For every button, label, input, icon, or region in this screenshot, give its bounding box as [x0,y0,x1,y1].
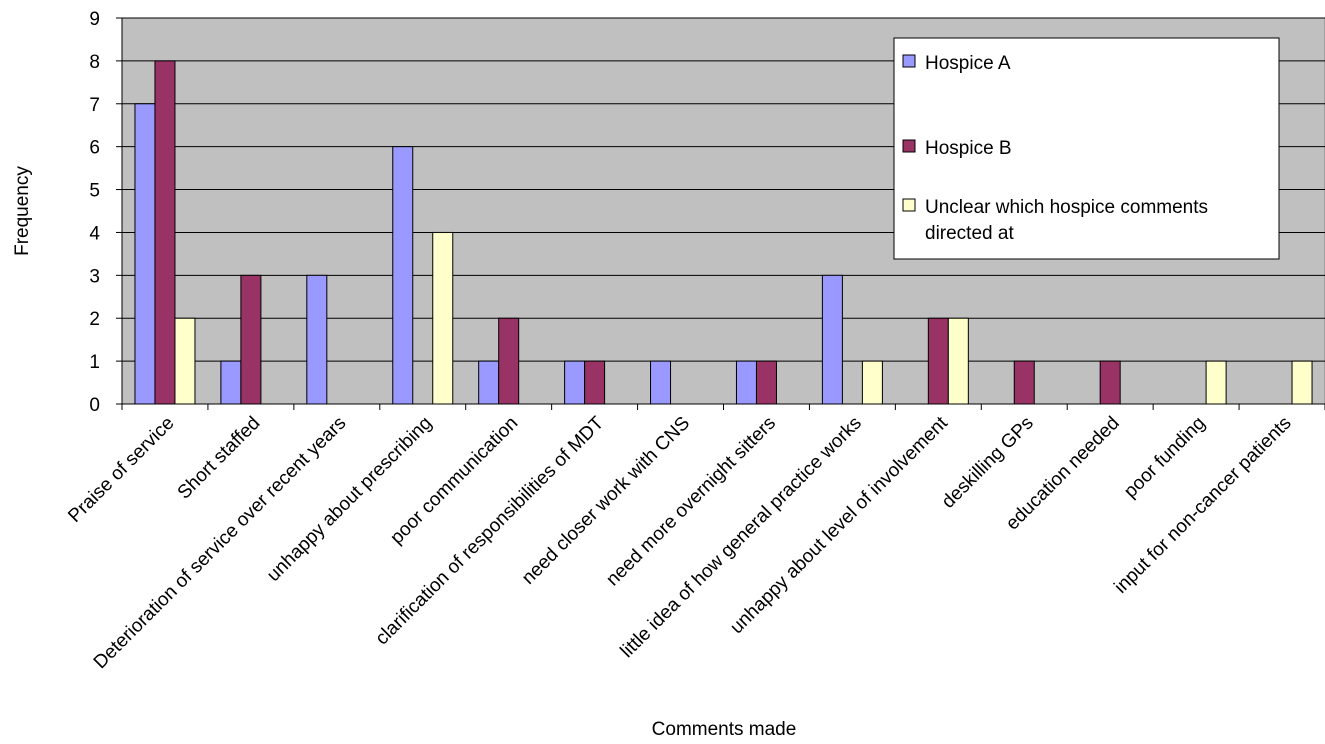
y-tick-label: 5 [89,181,100,202]
bar [861,360,883,405]
bar [947,317,969,405]
y-tick-label: 9 [89,9,100,30]
x-tick-label: input for non-cancer patients [1110,413,1295,598]
x-tick-label: need closer work with CNS [518,413,694,589]
legend-label: Unclear which hospice comments [925,197,1208,218]
y-tick-label: 8 [89,52,100,73]
bar [240,274,262,405]
x-tick-label: unhappy about prescribing [263,413,436,586]
x-tick-label: poor funding [1120,413,1210,503]
bar [134,103,156,405]
bar [432,231,454,405]
y-axis-title: Frequency [12,166,33,256]
bar [478,360,500,405]
x-tick-label: need more overnight sitters [602,413,780,591]
bar [174,317,196,405]
bar [927,317,949,405]
bar [1099,360,1121,405]
bars-group [134,60,1313,405]
x-tick-label: Praise of service [64,413,178,527]
legend-box [893,37,1280,260]
bar [154,60,176,405]
legend-swatch [902,54,916,68]
y-tick-label: 6 [89,138,100,159]
bar [1205,360,1227,405]
bar [306,274,328,405]
bar [1013,360,1035,405]
legend-label: Hospice A [925,53,1011,74]
bar [220,360,242,405]
bar [498,317,520,405]
x-axis-title: Comments made [652,719,797,740]
bar [755,360,777,405]
y-tick-label: 2 [89,309,100,330]
bar [564,360,586,405]
legend-swatch [902,198,916,212]
legend-swatch [902,139,916,153]
x-tick-label: Short staffed [174,413,265,504]
y-tick-label: 3 [89,266,100,287]
legend-label: Hospice B [925,138,1012,159]
bar [584,360,606,405]
y-tick-label: 4 [89,223,100,244]
bar [650,360,672,405]
y-tick-label: 7 [89,95,100,116]
bar [392,146,414,405]
y-tick-label: 0 [89,395,100,416]
bar [1291,360,1313,405]
y-tick-label: 1 [89,352,100,373]
bar [821,274,843,405]
legend: Hospice A Hospice B Unclear which hospice … [893,37,1280,260]
legend-label: directed at [925,223,1014,244]
bar [735,360,757,405]
